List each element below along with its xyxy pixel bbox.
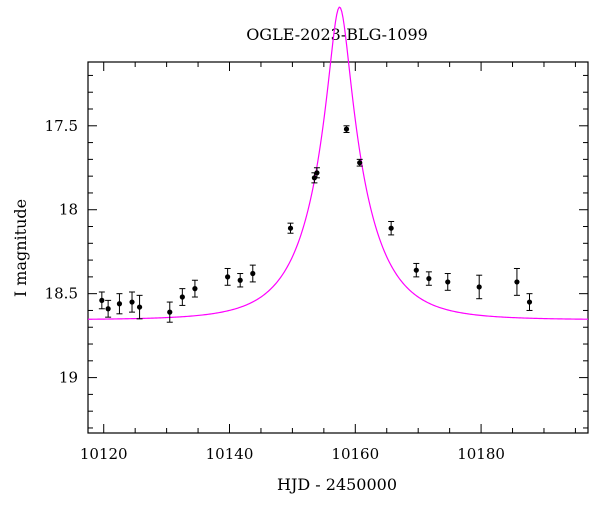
data-marker bbox=[514, 279, 520, 285]
data-marker bbox=[357, 160, 363, 166]
data-marker bbox=[426, 275, 432, 282]
data-point bbox=[116, 293, 123, 315]
data-point bbox=[425, 271, 432, 286]
data-point bbox=[98, 291, 105, 310]
data-point bbox=[166, 301, 173, 323]
data-marker bbox=[445, 279, 451, 285]
data-marker bbox=[343, 126, 350, 132]
y-tick-label: 18 bbox=[59, 201, 78, 219]
x-tick-label: 10120 bbox=[80, 445, 128, 463]
data-points-layer bbox=[98, 125, 533, 323]
data-marker bbox=[388, 225, 394, 231]
data-point bbox=[513, 267, 520, 296]
y-tick-label: 17.5 bbox=[45, 117, 78, 135]
data-marker bbox=[192, 286, 198, 292]
data-marker bbox=[314, 170, 320, 176]
data-marker bbox=[225, 274, 231, 280]
data-marker bbox=[105, 306, 111, 312]
model-curve-layer bbox=[87, 6, 589, 320]
data-marker bbox=[413, 267, 419, 273]
data-marker bbox=[250, 270, 256, 277]
data-point bbox=[313, 167, 320, 179]
data-point bbox=[343, 125, 350, 134]
data-marker bbox=[476, 284, 482, 290]
data-marker bbox=[129, 299, 135, 305]
data-marker bbox=[167, 309, 173, 315]
x-tick-label: 10180 bbox=[457, 445, 505, 463]
data-point bbox=[526, 293, 533, 311]
data-marker bbox=[287, 225, 294, 231]
x-axis-label: HJD - 2450000 bbox=[277, 475, 397, 494]
data-marker bbox=[179, 294, 185, 300]
data-marker bbox=[116, 301, 123, 307]
data-point bbox=[249, 264, 256, 283]
data-point bbox=[105, 299, 112, 318]
data-point bbox=[413, 262, 420, 278]
data-point bbox=[356, 158, 363, 167]
data-marker bbox=[237, 277, 243, 283]
axis-ticks bbox=[88, 62, 588, 433]
data-point bbox=[476, 274, 483, 300]
data-point bbox=[136, 294, 143, 320]
data-marker bbox=[99, 297, 105, 303]
data-point bbox=[287, 222, 294, 234]
data-point bbox=[388, 220, 395, 236]
data-point bbox=[191, 279, 198, 298]
data-marker bbox=[136, 304, 143, 310]
data-point bbox=[179, 288, 186, 306]
model-curve bbox=[87, 6, 589, 320]
y-axis-label: I magnitude bbox=[11, 199, 30, 297]
x-tick-label: 10140 bbox=[206, 445, 254, 463]
y-tick-label: 18.5 bbox=[45, 285, 78, 303]
data-marker bbox=[526, 299, 533, 305]
data-point bbox=[224, 267, 231, 286]
plot-frame bbox=[87, 61, 589, 434]
chart-title: OGLE-2023-BLG-1099 bbox=[246, 25, 428, 44]
x-tick-label: 10160 bbox=[331, 445, 379, 463]
data-point bbox=[444, 273, 451, 291]
data-point bbox=[237, 273, 244, 288]
axis-tick-labels: 10120 10140 10160 10180 17.5 18 18.5 19 bbox=[45, 117, 505, 463]
data-point bbox=[129, 291, 136, 313]
y-tick-label: 19 bbox=[59, 369, 78, 387]
